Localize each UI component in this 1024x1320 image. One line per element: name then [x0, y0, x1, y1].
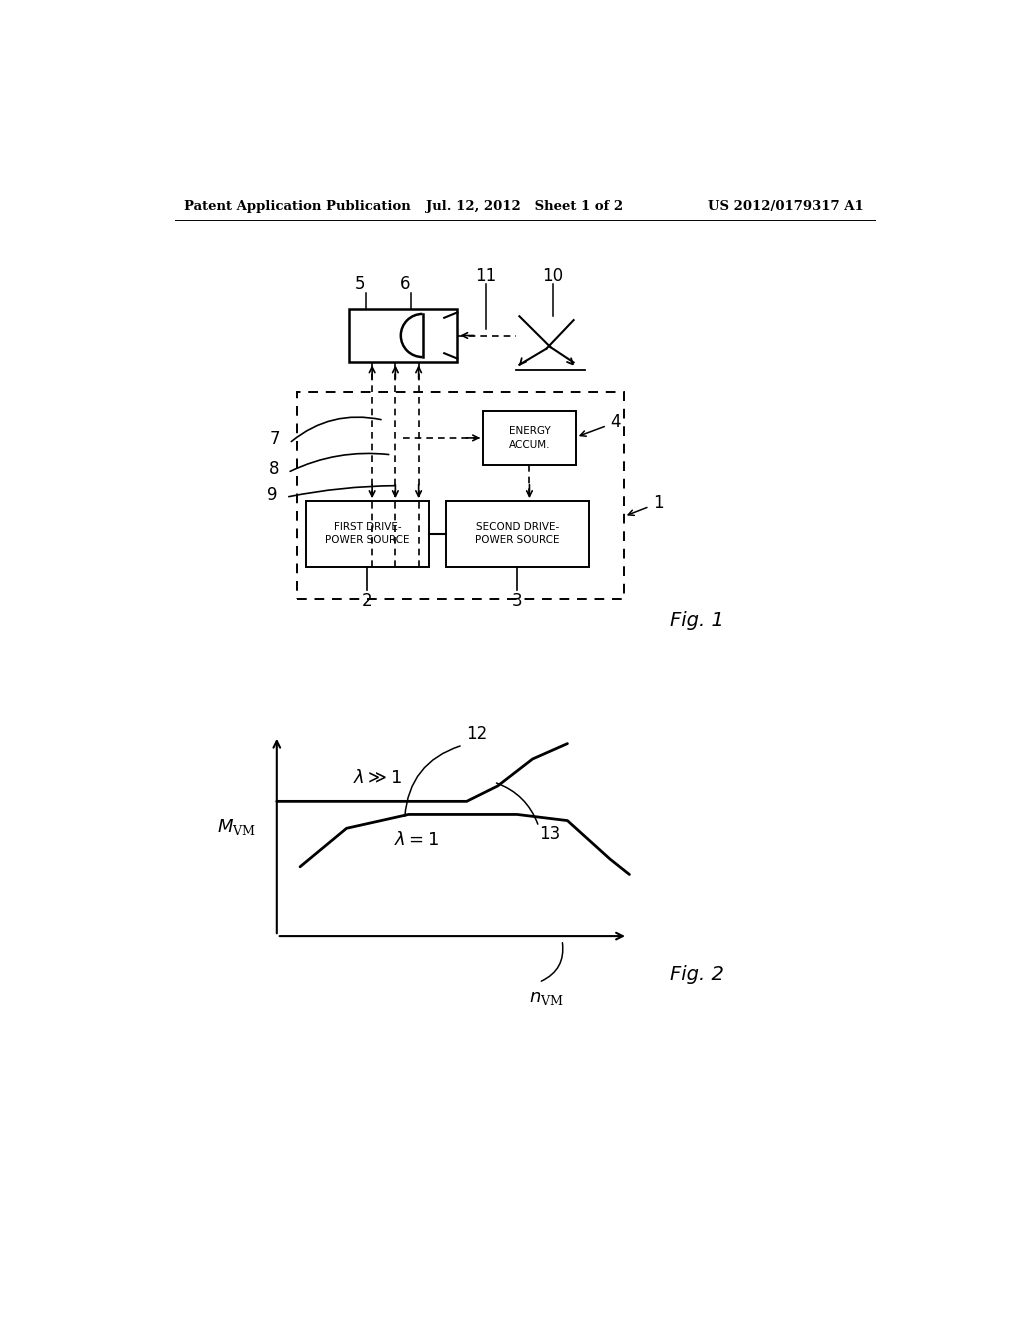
Text: Fig. 1: Fig. 1	[671, 611, 724, 630]
Text: 5: 5	[355, 275, 366, 293]
Text: 7: 7	[270, 430, 281, 449]
Text: 6: 6	[400, 275, 411, 293]
Text: Patent Application Publication: Patent Application Publication	[183, 199, 411, 213]
Text: $\lambda \gg 1$: $\lambda \gg 1$	[353, 770, 402, 787]
Bar	[483, 411, 575, 465]
Bar	[445, 502, 589, 566]
Text: FIRST DRIVE-
POWER SOURCE: FIRST DRIVE- POWER SOURCE	[326, 523, 410, 545]
Text: 4: 4	[610, 413, 621, 430]
Text: Jul. 12, 2012   Sheet 1 of 2: Jul. 12, 2012 Sheet 1 of 2	[426, 199, 624, 213]
Bar	[306, 502, 429, 566]
Text: $M_\mathregular{VM}$: $M_\mathregular{VM}$	[217, 817, 256, 837]
Text: SECOND DRIVE-
POWER SOURCE: SECOND DRIVE- POWER SOURCE	[475, 523, 560, 545]
Text: 2: 2	[362, 593, 373, 610]
Text: 8: 8	[268, 461, 279, 478]
Text: 9: 9	[267, 486, 278, 504]
Text: 11: 11	[475, 267, 497, 285]
Text: 10: 10	[542, 267, 563, 285]
Text: $n_\mathregular{VM}$: $n_\mathregular{VM}$	[529, 989, 564, 1007]
Text: 12: 12	[466, 725, 487, 743]
Text: US 2012/0179317 A1: US 2012/0179317 A1	[709, 199, 864, 213]
Bar	[297, 392, 624, 599]
Text: ENERGY
ACCUM.: ENERGY ACCUM.	[509, 426, 550, 450]
Text: $\lambda = 1$: $\lambda = 1$	[393, 830, 439, 849]
Text: 13: 13	[539, 825, 560, 843]
Text: 1: 1	[652, 494, 664, 512]
Text: Fig. 2: Fig. 2	[671, 965, 724, 985]
Text: 3: 3	[512, 593, 522, 610]
Bar	[349, 309, 458, 363]
